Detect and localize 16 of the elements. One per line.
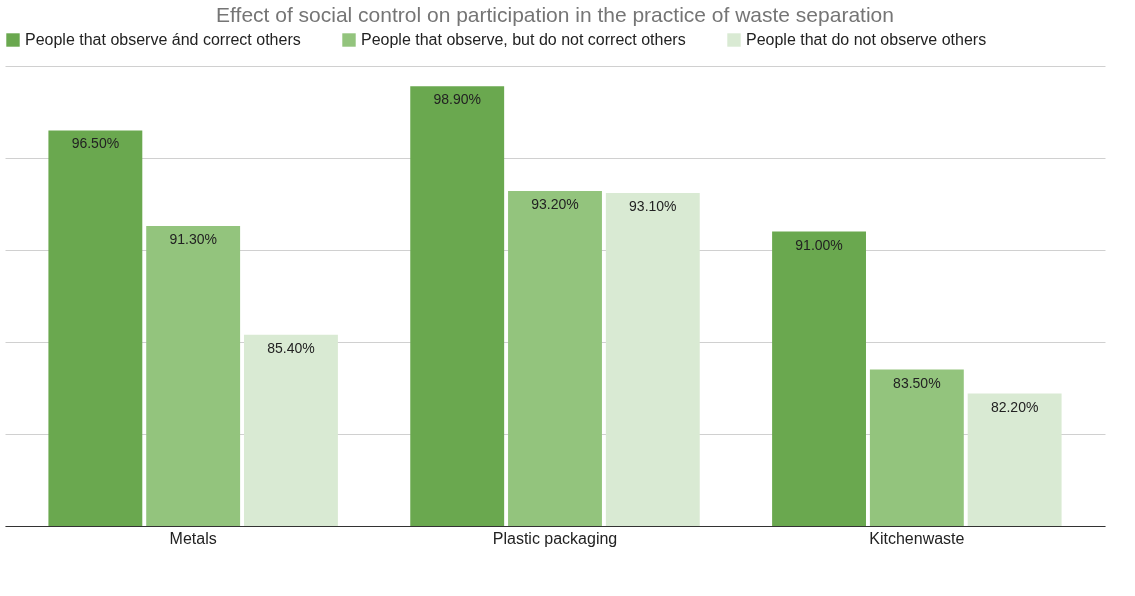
x-tick-label: Kitchenwaste [869, 529, 965, 547]
x-tick-label: Metals [169, 529, 217, 547]
data-label: 98.90% [433, 91, 481, 108]
x-tick-label: Plastic packaging [492, 529, 618, 547]
legend-label: People that observe ánd correct others [25, 31, 301, 48]
data-label: 96.50% [71, 135, 120, 152]
data-label: 91.00% [795, 236, 843, 253]
legend-label: People that observe, but do not correct others [361, 31, 686, 48]
chart-title: Effect of social control on participation in the practice of waste separation [216, 3, 894, 26]
data-label: 93.20% [531, 196, 579, 213]
data-label: 93.10% [629, 197, 677, 214]
data-label: 85.40% [267, 339, 315, 356]
legend-label: People that do not observe others [746, 31, 987, 48]
data-label: 91.30% [169, 231, 217, 248]
data-label: 82.20% [990, 398, 1039, 415]
data-label: 83.50% [893, 374, 941, 391]
